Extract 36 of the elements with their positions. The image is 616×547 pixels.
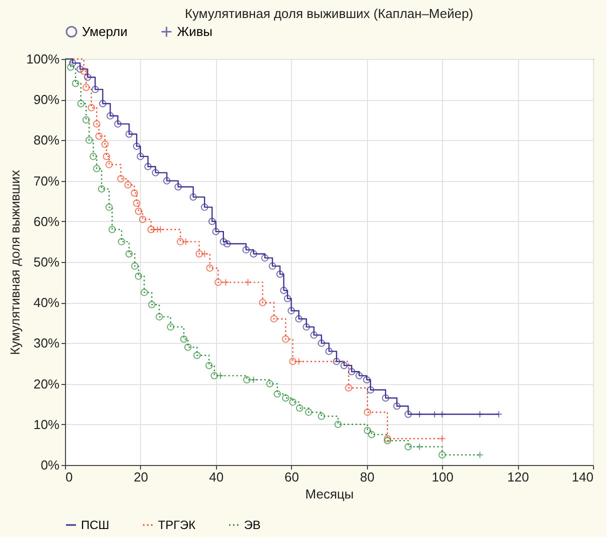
y-tick-label: 50% (33, 254, 60, 270)
y-tick-label: 30% (33, 336, 60, 351)
x-axis-title: Месяцы (305, 486, 354, 502)
point (416, 443, 424, 450)
y-tick-label: 0% (40, 458, 60, 472)
y-tick-label: 100% (26, 52, 60, 66)
x-tick-label: 140 (572, 470, 594, 484)
point (438, 410, 446, 418)
legend-label: Умерли (82, 24, 128, 39)
point (495, 410, 502, 418)
y-tick-label: 70% (33, 173, 60, 188)
legend-label: ТРГЭК (158, 518, 196, 532)
point (430, 410, 438, 418)
y-tick-label: 90% (33, 92, 60, 108)
x-tick-label: 60 (284, 470, 300, 484)
y-tick-label: 60% (33, 214, 60, 229)
x-tick-label: 20 (134, 470, 148, 484)
y-tick-label: 20% (33, 376, 60, 392)
legend-label: ЭВ (244, 518, 261, 532)
point (244, 278, 252, 286)
point (476, 451, 484, 459)
x-tick-label: 80 (360, 470, 374, 484)
y-tick-label: 80% (33, 132, 60, 148)
y-axis-title: Кумулятивная доля выживших (7, 169, 22, 356)
y-tick-label: 40% (33, 295, 60, 310)
y-tick-label: 10% (33, 416, 60, 432)
legend-label: ПСШ (81, 518, 110, 532)
legend-label: Живы (177, 24, 213, 39)
chart-title: Кумулятивная доля выживших (Каплан–Мейер) (184, 6, 474, 21)
point (416, 410, 424, 418)
x-tick-label: 120 (507, 470, 529, 484)
x-tick-label: 100 (432, 470, 454, 484)
x-tick-label: 0 (66, 470, 73, 484)
x-tick-label: 40 (209, 470, 224, 484)
point (476, 410, 484, 418)
point (438, 434, 446, 442)
